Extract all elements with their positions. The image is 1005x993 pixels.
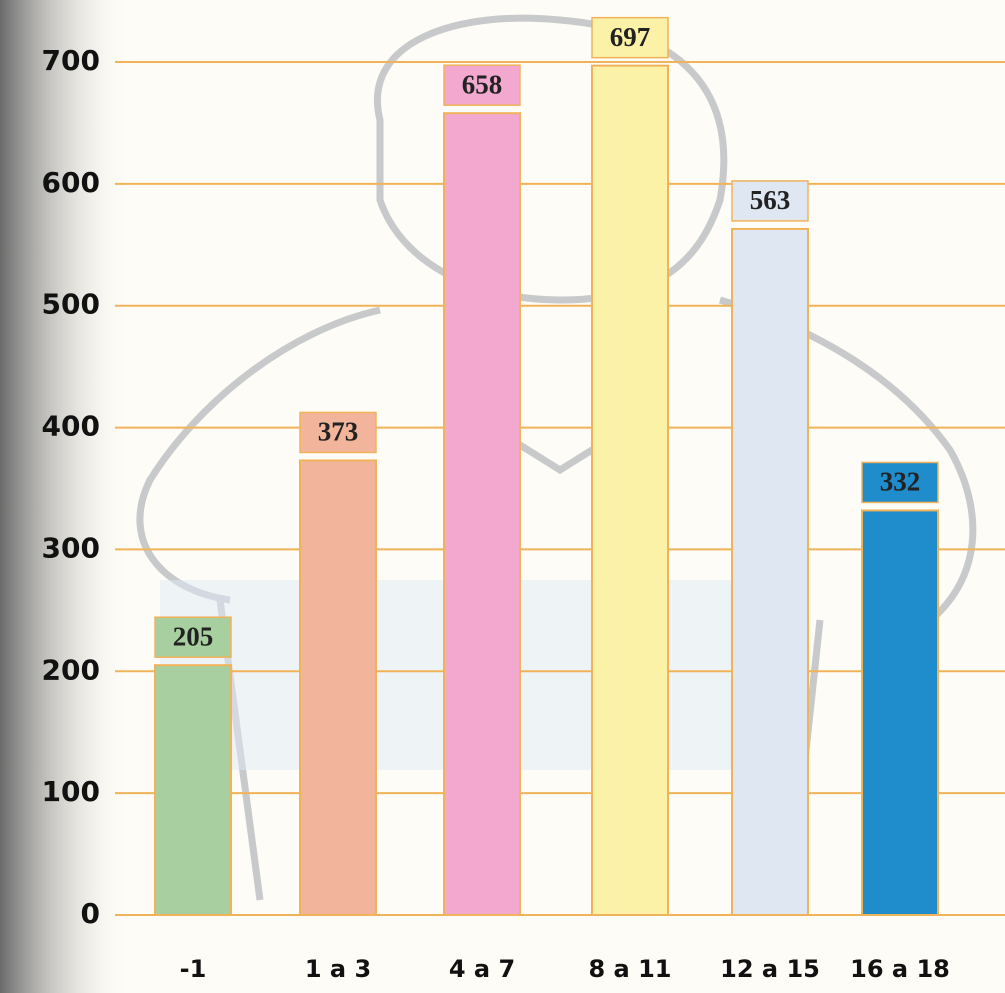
bar [154, 664, 232, 917]
y-tick-label: 200 [42, 653, 100, 686]
value-label-box [591, 16, 669, 59]
x-tick-label: 16 a 18 [850, 955, 950, 983]
y-tick-label: 700 [42, 44, 100, 77]
x-tick-label: 8 a 11 [588, 955, 671, 983]
bar [591, 64, 669, 917]
value-label: 373 [318, 417, 359, 447]
bar [731, 227, 809, 917]
value-label-box [299, 411, 377, 454]
y-tick-label: 100 [42, 775, 100, 808]
y-tick-label: 0 [81, 897, 100, 930]
value-label: 658 [462, 69, 503, 99]
x-tick-label: 4 a 7 [449, 955, 515, 983]
value-label: 563 [750, 185, 791, 215]
bar [299, 459, 377, 916]
y-tick-label: 500 [42, 288, 100, 321]
bar [861, 509, 939, 916]
bar [443, 112, 521, 917]
y-tick-label: 400 [42, 410, 100, 443]
x-tick-label: 12 a 15 [720, 955, 820, 983]
value-label-box [443, 64, 521, 106]
page-edge-shadow [0, 0, 130, 993]
value-label-box [731, 180, 809, 222]
x-tick-label: 1 a 3 [305, 955, 371, 983]
x-tick-label: -1 [180, 955, 207, 983]
value-label: 332 [880, 467, 921, 497]
value-label-box [154, 616, 232, 658]
value-label: 205 [173, 621, 214, 651]
value-label-box [861, 461, 939, 504]
y-tick-label: 300 [42, 531, 100, 564]
y-tick-label: 600 [42, 166, 100, 199]
value-label: 697 [610, 22, 651, 52]
